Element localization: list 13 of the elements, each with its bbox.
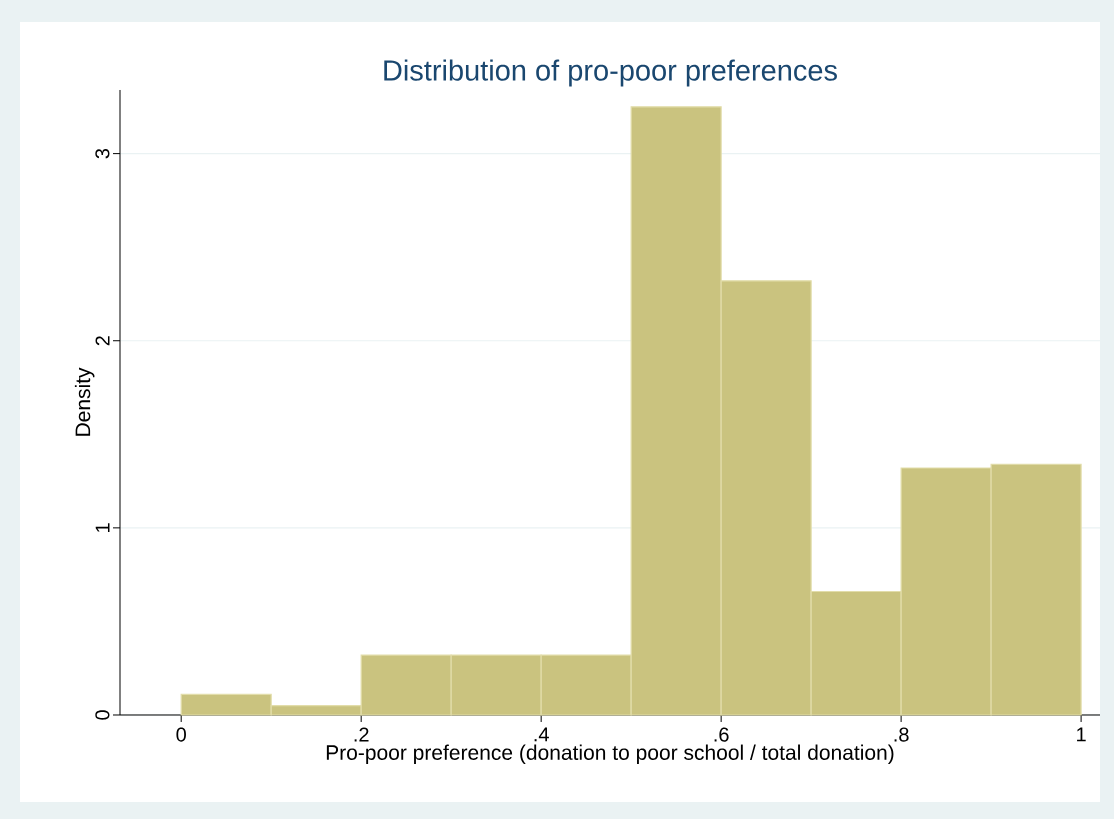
x-tick-label: 0 [176, 727, 186, 742]
y-tick-label: 1 [95, 523, 110, 532]
x-tick-label: .6 [714, 727, 729, 742]
x-tick-label: .8 [894, 727, 909, 742]
y-tick-label: 3 [95, 148, 110, 159]
x-axis-title: Pro-poor preference (donation to poor school / total donation) [326, 744, 894, 765]
chart-title: Distribution of pro-poor preferences [384, 59, 837, 87]
x-tick-label: 1 [1077, 727, 1086, 742]
x-tick-label: .4 [534, 727, 549, 742]
y-tick-label: 2 [95, 336, 110, 346]
y-axis-title: Density [74, 367, 95, 436]
y-tick-label: 0 [95, 710, 110, 720]
x-tick-label: .2 [354, 727, 369, 742]
